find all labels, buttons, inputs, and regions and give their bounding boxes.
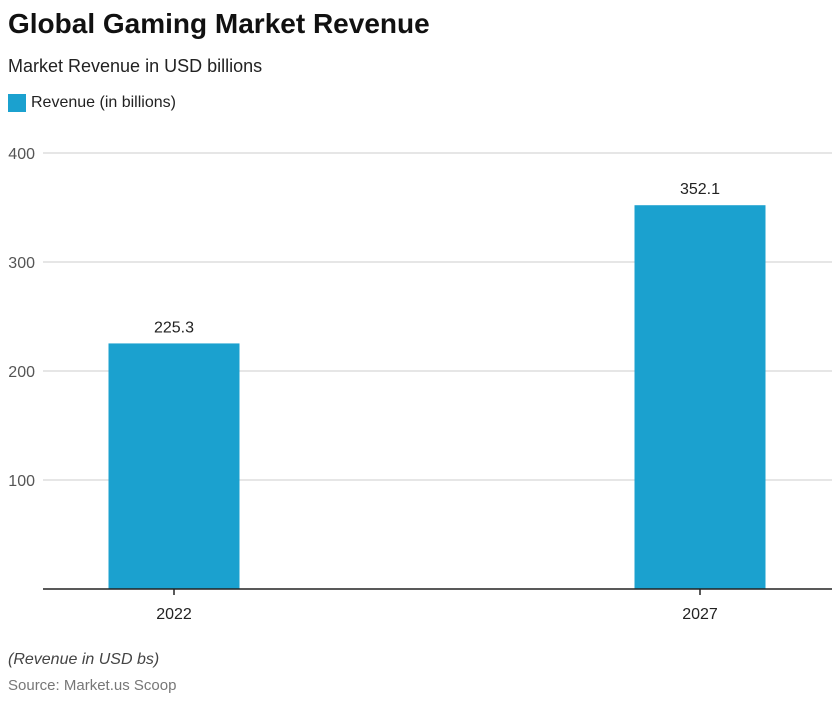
y-tick-label: 100 — [8, 473, 35, 490]
data-label: 225.3 — [154, 319, 194, 336]
legend-swatch — [8, 94, 26, 112]
chart-title: Global Gaming Market Revenue — [8, 8, 430, 39]
bar — [634, 205, 766, 589]
x-tick-label: 2022 — [156, 606, 192, 623]
chart-note: (Revenue in USD bs) — [8, 651, 160, 668]
y-tick-label: 400 — [8, 146, 35, 163]
legend-label: Revenue (in billions) — [31, 94, 176, 111]
data-label: 352.1 — [680, 181, 720, 198]
y-tick-label: 300 — [8, 255, 35, 272]
y-tick-label: 200 — [8, 364, 35, 381]
x-tick-label: 2027 — [682, 606, 718, 623]
bar — [108, 343, 240, 589]
chart-source: Source: Market.us Scoop — [8, 677, 177, 694]
chart-subtitle: Market Revenue in USD billions — [8, 56, 263, 76]
legend: Revenue (in billions) — [8, 94, 176, 112]
